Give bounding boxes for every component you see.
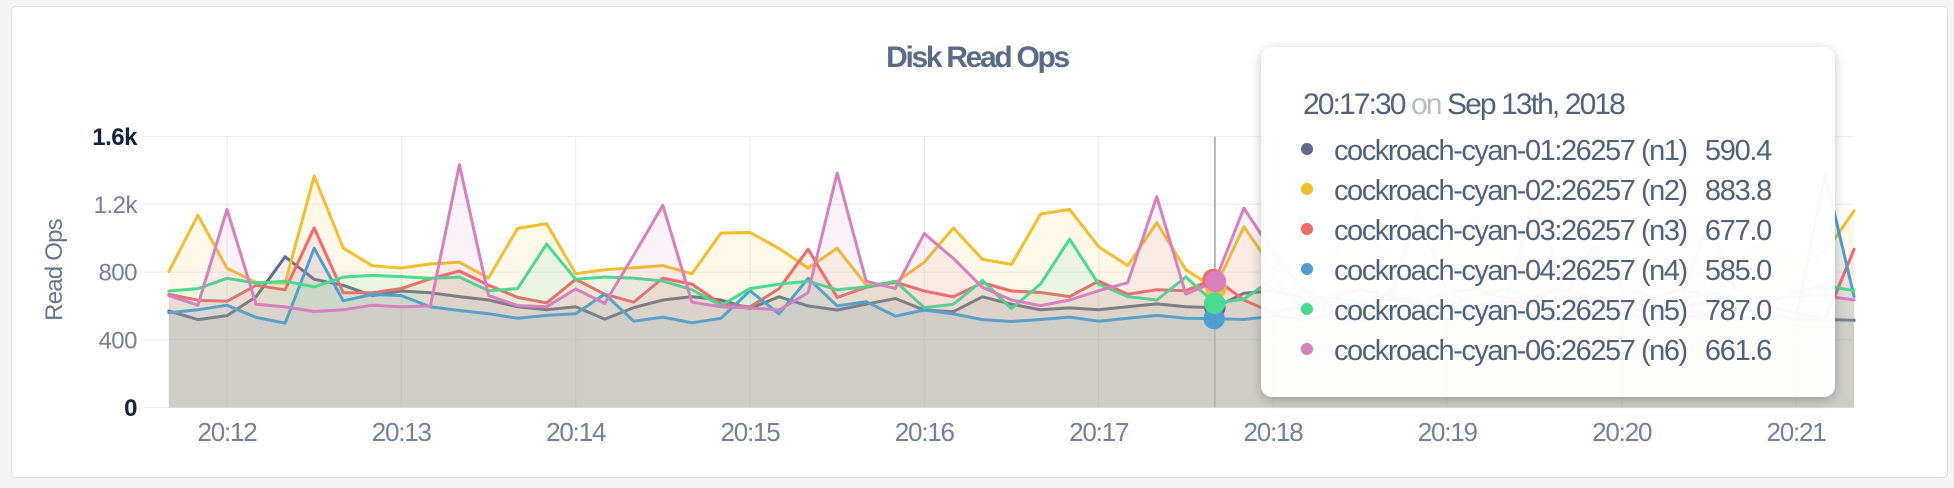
svg-text:1.2k: 1.2k <box>94 192 139 219</box>
svg-text:20:17: 20:17 <box>1069 417 1129 447</box>
svg-text:20:20: 20:20 <box>1592 417 1652 447</box>
svg-text:800: 800 <box>98 260 137 287</box>
svg-text:20:12: 20:12 <box>197 417 257 447</box>
svg-text:20:15: 20:15 <box>720 417 780 447</box>
svg-text:1.6k: 1.6k <box>92 124 138 151</box>
svg-text:20:14: 20:14 <box>546 417 606 447</box>
svg-text:20:18: 20:18 <box>1243 417 1303 447</box>
svg-text:20:21: 20:21 <box>1766 417 1826 447</box>
svg-text:20:13: 20:13 <box>372 417 432 447</box>
svg-text:400: 400 <box>98 327 137 354</box>
svg-text:20:19: 20:19 <box>1418 417 1478 447</box>
svg-text:0: 0 <box>124 395 137 422</box>
svg-text:20:16: 20:16 <box>895 417 955 447</box>
